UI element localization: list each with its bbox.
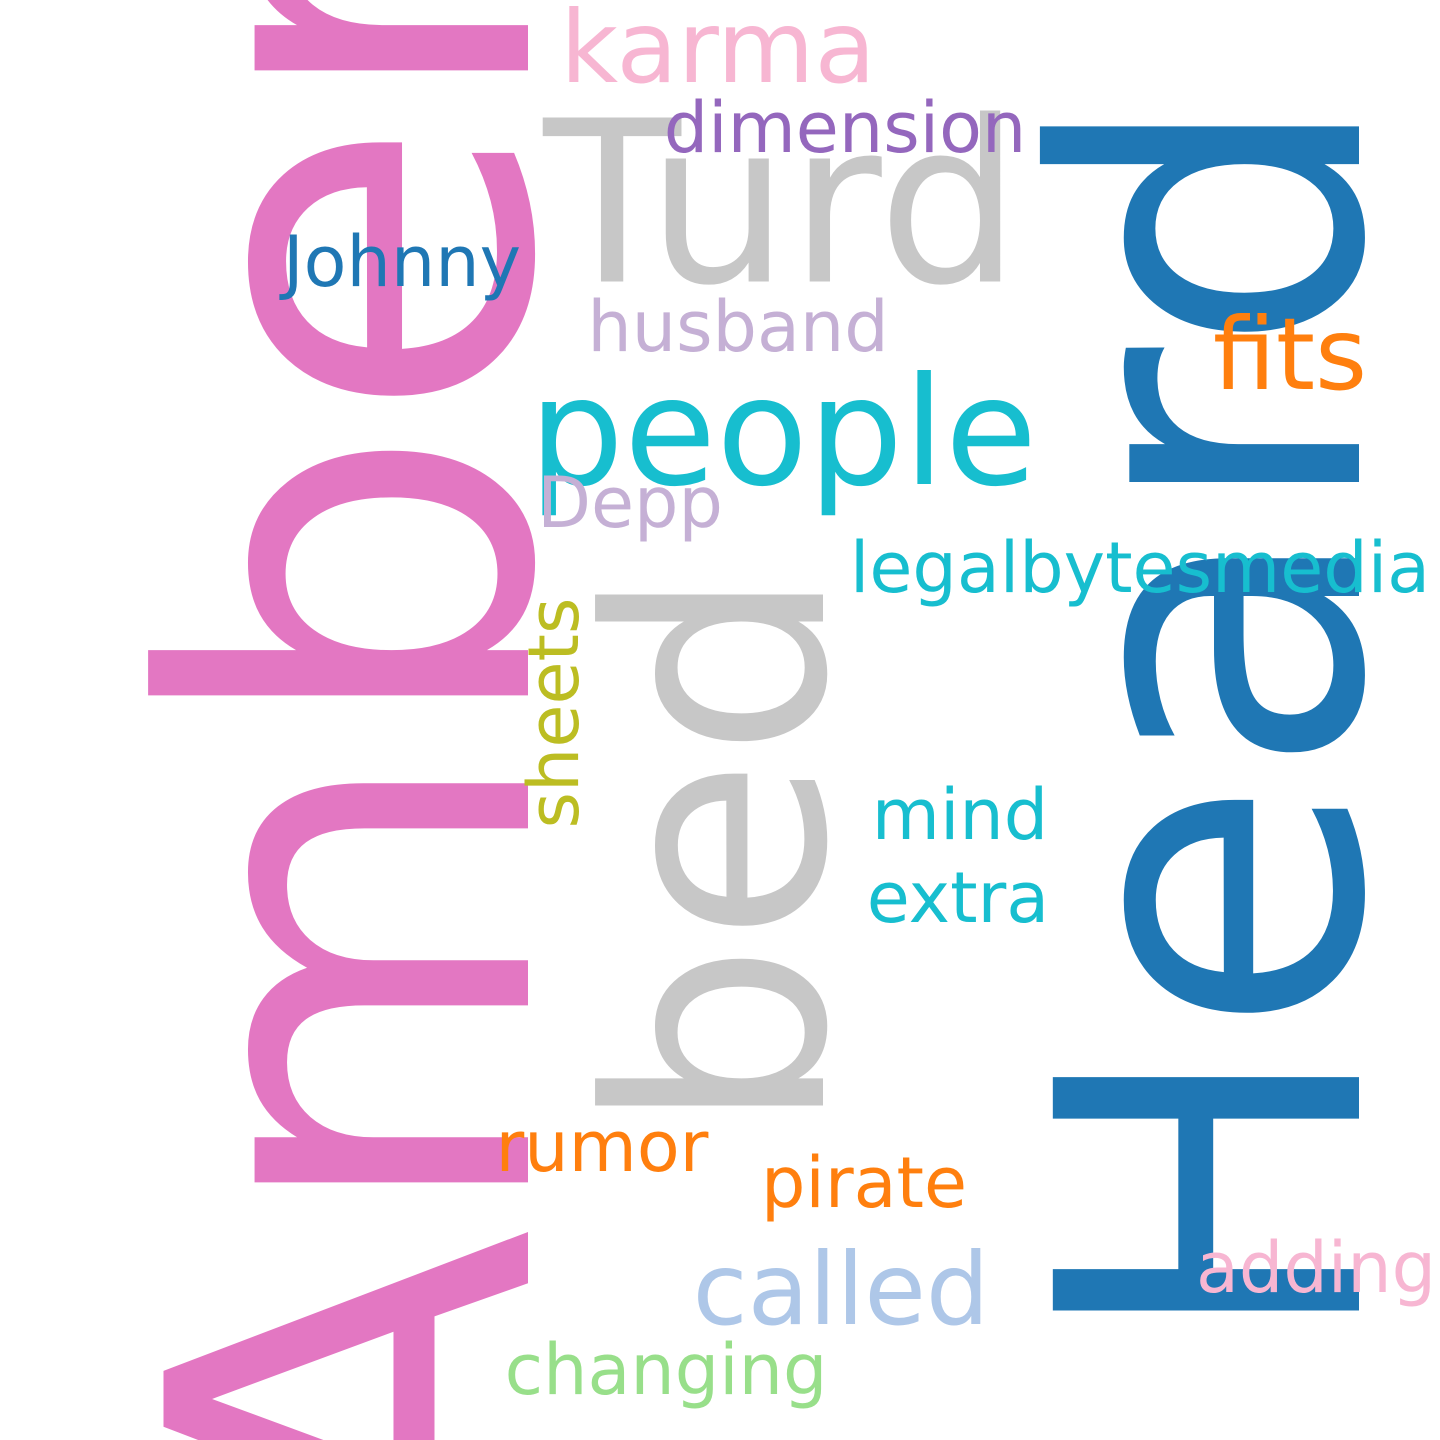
word-pirate: pirate xyxy=(760,1142,968,1224)
word-extra: extra xyxy=(866,857,1050,939)
word-dimension: dimension xyxy=(663,87,1027,169)
word-people: people xyxy=(528,346,1038,520)
word-changing: changing xyxy=(504,1329,828,1411)
word-legalbytesmedia: legalbytesmedia xyxy=(849,527,1431,609)
word-fits: fits xyxy=(1212,296,1368,413)
word-adding: adding xyxy=(1195,1227,1437,1309)
word-karma: karma xyxy=(560,0,876,106)
word-heard: Heard xyxy=(970,88,1440,1352)
word-mind: mind xyxy=(871,774,1049,856)
word-husband: husband xyxy=(587,286,889,368)
word-sheets: sheets xyxy=(513,597,595,829)
word-rumor: rumor xyxy=(495,1106,709,1188)
word-depp: Depp xyxy=(537,462,723,544)
word-turd: Turd xyxy=(543,73,1021,336)
word-johnny: Johnny xyxy=(283,221,521,303)
word-called: called xyxy=(692,1231,990,1348)
word-bed: bed xyxy=(545,567,894,1133)
